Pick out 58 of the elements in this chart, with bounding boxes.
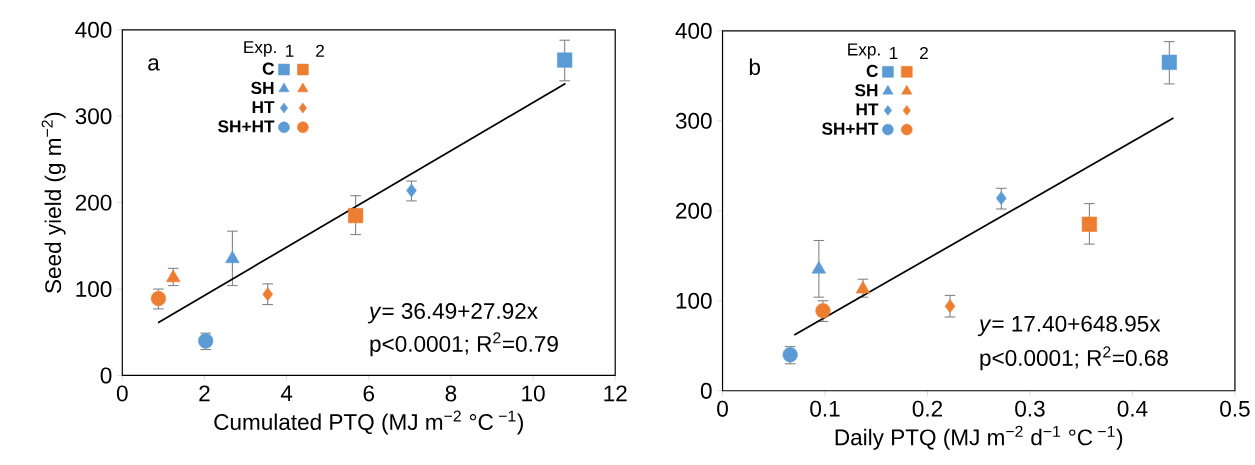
point bbox=[557, 52, 573, 68]
x-tick-label: 0.2 bbox=[912, 400, 943, 417]
point bbox=[855, 280, 871, 294]
x-tick-label: 2 bbox=[199, 385, 210, 402]
point bbox=[944, 299, 956, 313]
y-tick-label: 100 bbox=[76, 280, 112, 297]
point bbox=[166, 269, 181, 282]
y-axis-title: Seed yield (g m$^{−2}$) bbox=[41, 112, 66, 293]
y-tick-label: 100 bbox=[676, 292, 712, 309]
y-tick-label: 400 bbox=[675, 22, 712, 39]
point bbox=[996, 191, 1007, 205]
legend-label: SH bbox=[855, 83, 878, 97]
y-tick-label: 300 bbox=[675, 112, 712, 129]
point bbox=[1081, 216, 1097, 232]
point bbox=[262, 287, 273, 301]
annotation: y= 17.40+648.95x bbox=[977, 315, 1161, 337]
x-tick-label: 6 bbox=[363, 385, 375, 402]
legend-label: HT bbox=[252, 101, 275, 113]
annotation: 2 bbox=[316, 44, 324, 57]
legend-label: C bbox=[866, 64, 878, 77]
annotation: b bbox=[749, 58, 760, 75]
x-axis-title: Cumulated PTQ (MJ m$^{−2}$ °C $^{−1}$) bbox=[214, 410, 523, 435]
annotation: a bbox=[148, 58, 160, 71]
legend-label: SH+HT bbox=[218, 120, 275, 133]
legend-title: Exp. bbox=[848, 43, 880, 59]
x-tick-label: 0.4 bbox=[1117, 400, 1148, 417]
annotation: y= 36.49+27.92x bbox=[367, 302, 538, 324]
annotation: p<0.0001; R$^{2}$=0.68 bbox=[980, 346, 1168, 371]
point bbox=[406, 183, 417, 198]
y-tick-label: 200 bbox=[676, 202, 712, 219]
x-tick-label: 0.1 bbox=[810, 400, 840, 417]
x-tick-label: 0 bbox=[717, 400, 728, 417]
point bbox=[1161, 54, 1177, 70]
annotation: 2 bbox=[920, 46, 928, 59]
x-tick-label: 0.3 bbox=[1015, 400, 1045, 417]
y-tick-label: 0 bbox=[100, 367, 112, 384]
y-tick-label: 400 bbox=[75, 21, 112, 38]
point bbox=[225, 250, 240, 263]
x-tick-label: 0.5 bbox=[1220, 400, 1250, 417]
point bbox=[811, 260, 827, 274]
y-tick-label: 300 bbox=[75, 108, 112, 125]
legend-label: SH+HT bbox=[821, 122, 879, 135]
legend-label: C bbox=[262, 62, 275, 75]
legend-title: Exp. bbox=[244, 41, 276, 57]
x-tick-label: 12 bbox=[604, 385, 627, 402]
point bbox=[348, 207, 364, 223]
x-tick-label: 8 bbox=[445, 385, 457, 402]
x-tick-label: 4 bbox=[280, 385, 293, 401]
legend-label: SH bbox=[251, 81, 274, 94]
point bbox=[150, 290, 167, 306]
legend-label: HT bbox=[856, 103, 879, 116]
annotation: 1 bbox=[286, 44, 294, 57]
y-tick-label: 200 bbox=[75, 194, 112, 211]
x-tick-label: 0 bbox=[116, 385, 128, 402]
annotation: p<0.0001; R$^{2}$=0.79 bbox=[370, 332, 558, 357]
x-axis-title: Daily PTQ (MJ m$^{−2}$ d$^{−1}$ °C $^{−1}$) bbox=[835, 425, 1123, 450]
annotation: 1 bbox=[889, 46, 898, 59]
x-tick-label: 10 bbox=[522, 385, 545, 402]
